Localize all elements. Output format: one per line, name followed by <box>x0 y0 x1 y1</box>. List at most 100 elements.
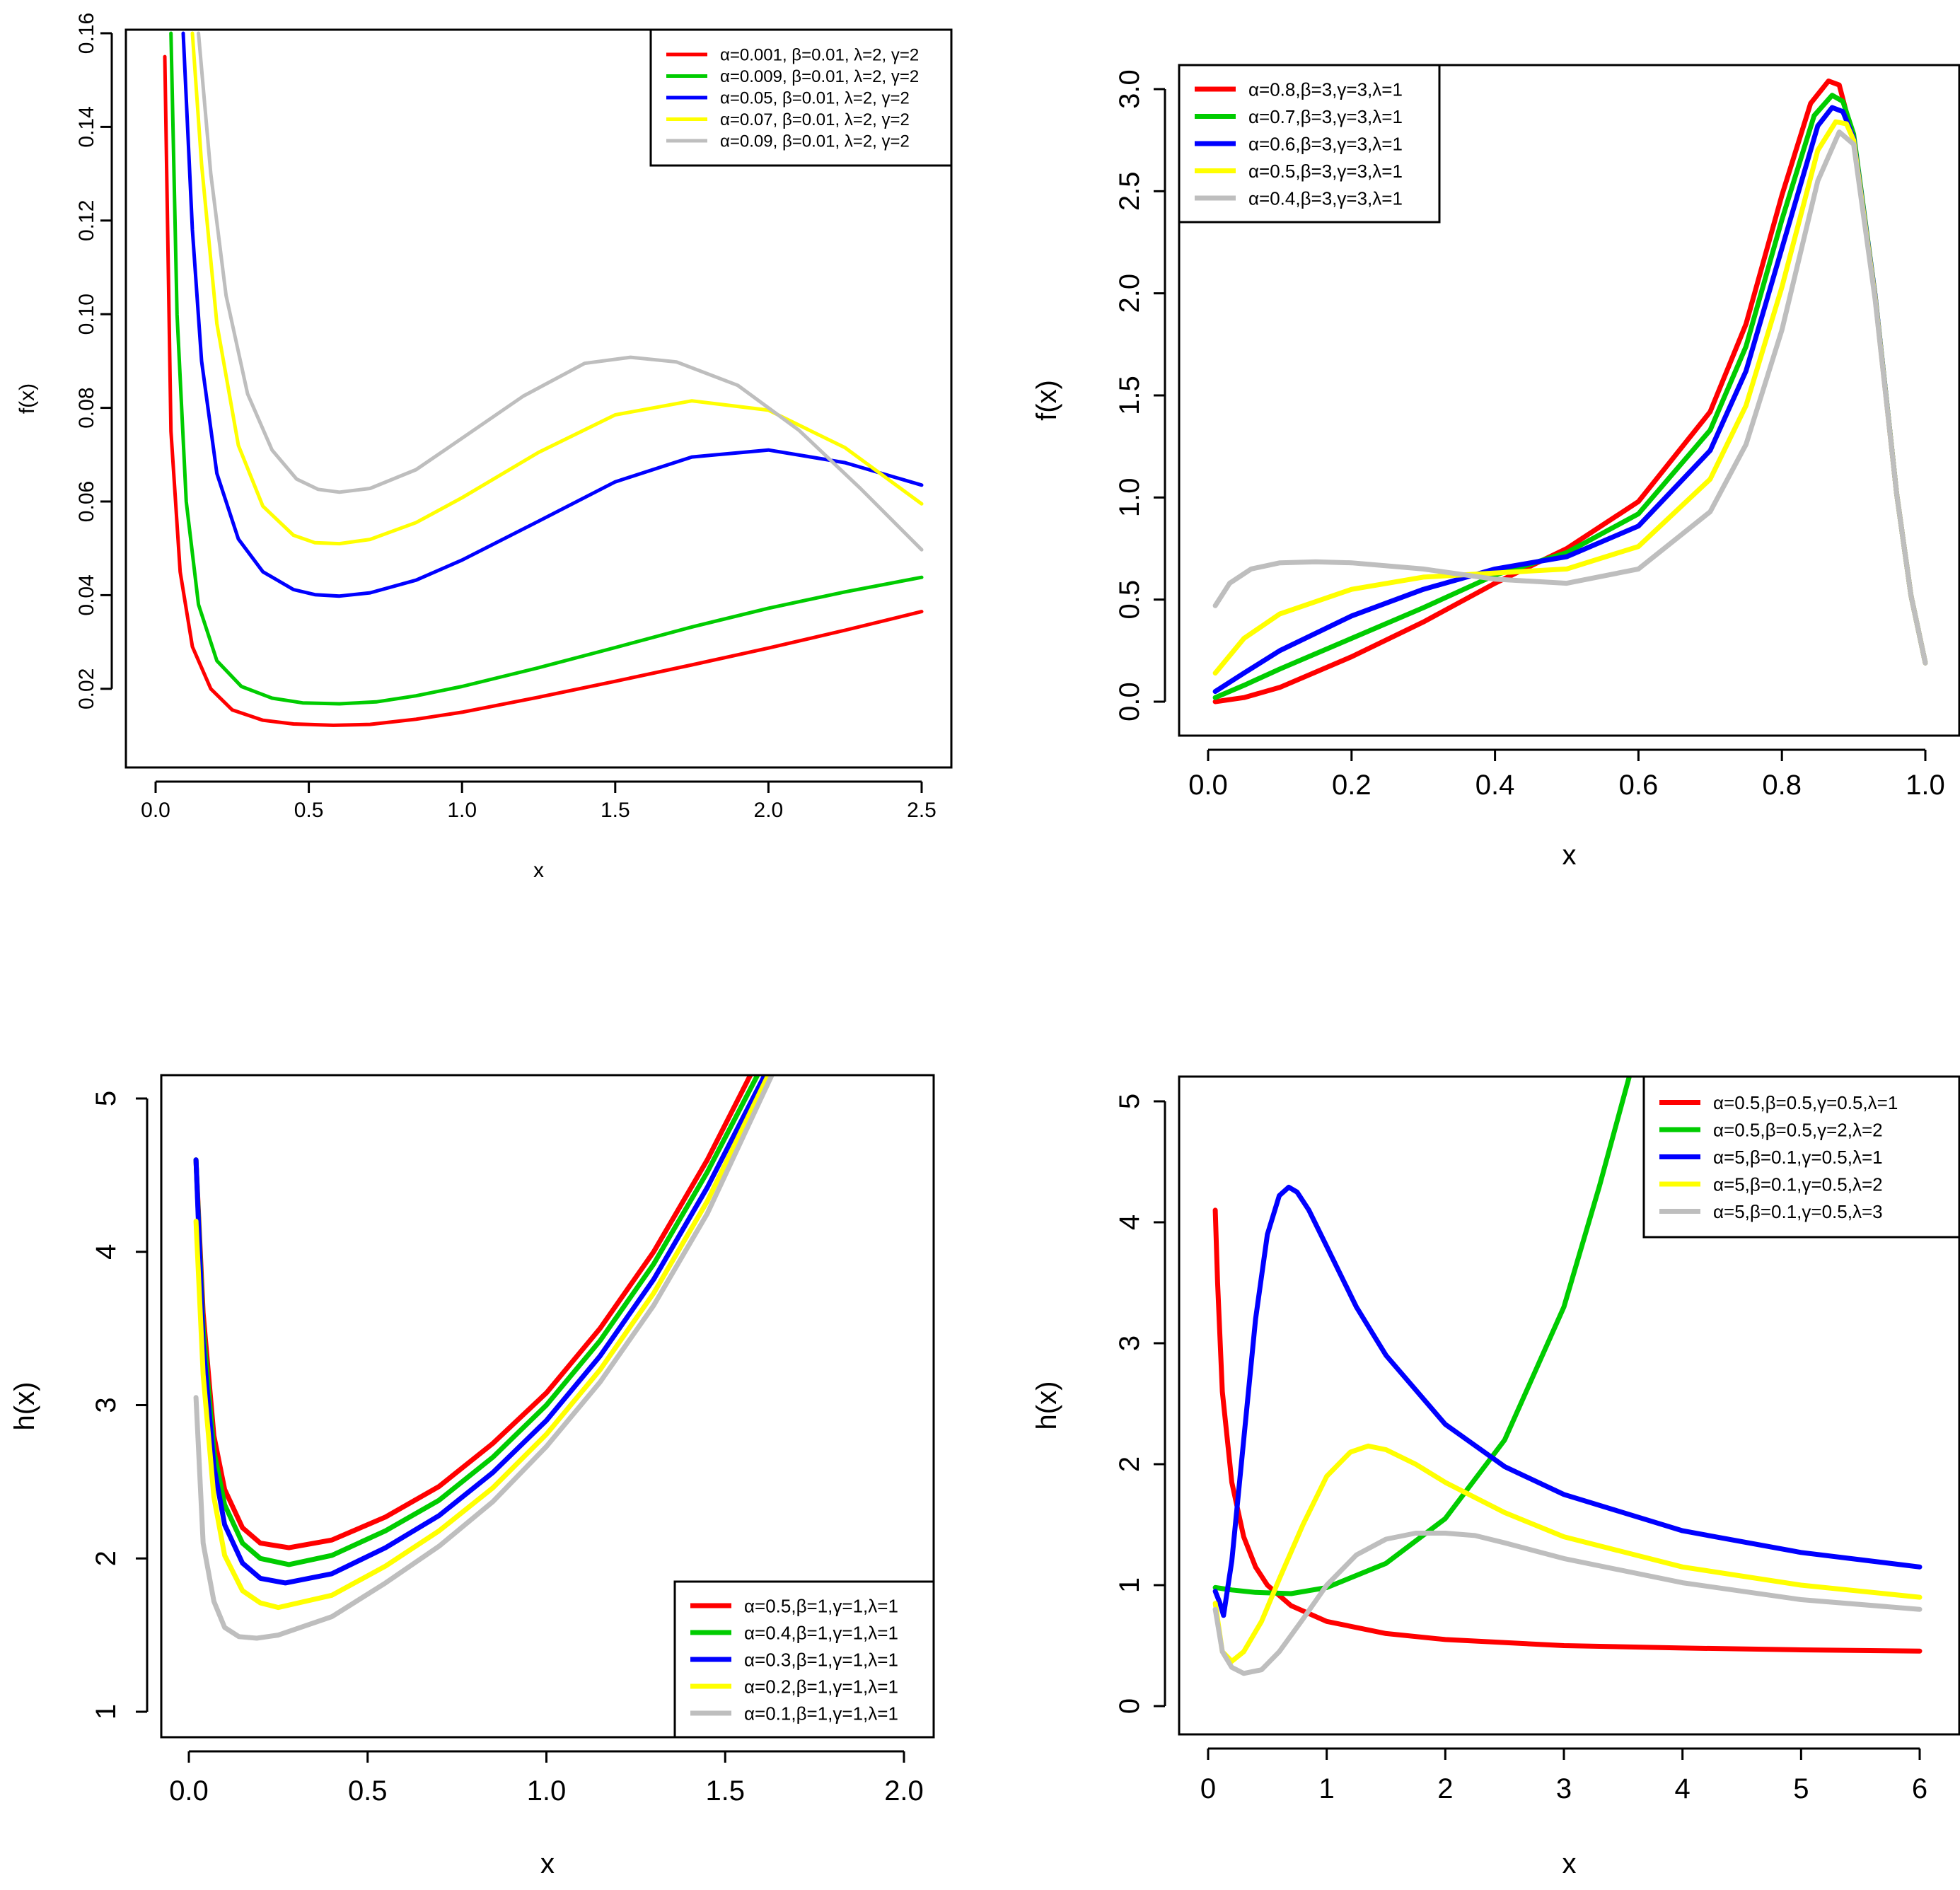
density-b-y-tick-label: 1.5 <box>1114 376 1145 415</box>
density-b-x-axis-title: x <box>1562 840 1577 871</box>
density-b-y-tick-label: 0.5 <box>1114 580 1145 620</box>
hazard-a-x-tick-label: 1.0 <box>527 1775 567 1807</box>
hazard-a-y-tick-label: 1 <box>91 1704 122 1720</box>
density-b-x-tick-label: 0.8 <box>1762 770 1802 801</box>
hazard-a-legend-label-4: α=0.2,β=1,γ=1,λ=1 <box>744 1676 898 1697</box>
hazard-a-legend-label-3: α=0.3,β=1,γ=1,λ=1 <box>744 1649 898 1670</box>
hazard-a-series-line-1 <box>193 1075 753 1550</box>
density-b-y-tick-label: 0.0 <box>1114 682 1145 721</box>
density-b-plot-frame <box>1178 64 1960 737</box>
density-a-y-tick-label: 0.10 <box>75 294 98 335</box>
hazard-b-legend-label-2: α=0.5,β=0.5,γ=2,λ=2 <box>1713 1119 1883 1140</box>
hazard-b-x-tick-label: 1 <box>1319 1773 1335 1804</box>
density-a-legend: α=0.001, β=0.01, λ=2, γ=2 α=0.009, β=0.01… <box>649 28 953 167</box>
panel-hazard-plot-b: 0 1 2 3 4 5 6012345xh(x)α=0.5,β=0.5,γ=0.5,λ=1α… <box>1031 1075 1960 1879</box>
hazard-a-x-tick-label: 2.0 <box>884 1775 924 1807</box>
hazard-b-y-tick-label: 5 <box>1114 1094 1145 1109</box>
density-a-x-tick-label: 1.5 <box>601 799 630 822</box>
density-a-legend-label-1: α=0.001, β=0.01, λ=2, γ=2 <box>720 46 919 65</box>
density-b-x-tick-label: 0.4 <box>1475 770 1515 801</box>
density-a-x-tick-label: 2.5 <box>907 799 936 822</box>
hazard-a-x-tick-label: 1.5 <box>705 1775 745 1807</box>
density-a-y-tick-label: 0.16 <box>75 13 98 54</box>
density-b-legend-label-2: α=0.7,β=3,γ=3,λ=1 <box>1248 106 1403 127</box>
hazard-a-x-tick-label: 0.0 <box>169 1775 209 1807</box>
hazard-a-y-tick-label: 2 <box>91 1550 122 1566</box>
hazard-b-x-tick-label: 4 <box>1675 1773 1691 1804</box>
hazard-b-y-tick-label: 1 <box>1114 1577 1145 1593</box>
density-a-x-tick-label: 0.0 <box>141 799 170 822</box>
density-b-legend-label-5: α=0.4,β=3,γ=3,λ=1 <box>1248 187 1403 209</box>
hazard-a-x-tick-label: 0.5 <box>348 1775 388 1807</box>
hazard-a-legend-label-2: α=0.4,β=1,γ=1,λ=1 <box>744 1622 898 1643</box>
hazard-b-x-tick-label: 0 <box>1200 1773 1216 1804</box>
density-a-legend-label-3: α=0.05, β=0.01, λ=2, γ=2 <box>720 89 910 108</box>
panel-density-plot-b: 0.0 0.2 0.4 0.6 0.8 1.0 0.0 0.5 1.0 1.5 2.0 2.5 3.0 x… <box>1031 64 1960 871</box>
density-a-series-line-1 <box>163 54 924 727</box>
density-a-y-tick-label: 0.12 <box>75 200 98 241</box>
density-a-x-tick-label: 2.0 <box>754 799 784 822</box>
density-a-series-line-2 <box>169 31 924 706</box>
density-b-legend-label-4: α=0.5,β=3,γ=3,λ=1 <box>1248 161 1403 182</box>
hazard-b-legend-label-4: α=5,β=0.1,γ=0.5,λ=2 <box>1713 1173 1883 1195</box>
panel-density-plot-a: 0.0 0.5 1.0 1.5 2.0 2.5 0.02 0.04 0.06 0.08 0.10 0.… <box>16 13 953 882</box>
hazard-b-legend: α=0.5,β=0.5,γ=0.5,λ=1 α=0.5,β=0.5,γ=2,λ=2… <box>1642 1075 1960 1239</box>
hazard-a-y-tick-label: 3 <box>91 1397 122 1413</box>
density-b-y-tick-label: 2.5 <box>1114 172 1145 211</box>
density-b-legend-label-3: α=0.6,β=3,γ=3,λ=1 <box>1248 133 1403 154</box>
hazard-b-series-line-2 <box>1212 1077 1632 1596</box>
hazard-a-legend-label-5: α=0.1,β=1,γ=1,λ=1 <box>744 1703 898 1724</box>
hazard-b-series-line-3 <box>1212 1184 1923 1618</box>
hazard-b-series-line-4 <box>1212 1443 1923 1664</box>
density-a-y-tick-label: 0.08 <box>75 387 98 428</box>
hazard-a-series-line-4 <box>193 1075 771 1611</box>
hazard-b-legend-label-3: α=5,β=0.1,γ=0.5,λ=1 <box>1713 1147 1883 1168</box>
hazard-b-x-tick-label: 5 <box>1793 1773 1809 1804</box>
density-b-series-line-5 <box>1212 129 1928 666</box>
hazard-b-x-tick-label: 2 <box>1437 1773 1453 1804</box>
hazard-b-y-tick-label: 0 <box>1114 1698 1145 1714</box>
density-b-legend-label-1: α=0.8,β=3,γ=3,λ=1 <box>1248 79 1403 100</box>
density-a-x-tick-label: 1.0 <box>447 799 477 822</box>
density-b-y-tick-label: 1.0 <box>1114 478 1145 518</box>
hazard-b-y-axis-title: h(x) <box>1031 1381 1062 1430</box>
density-b-y-tick-label: 2.0 <box>1114 274 1145 313</box>
density-a-series-line-4 <box>190 31 924 546</box>
hazard-a-series-line-5 <box>193 1075 775 1641</box>
hazard-b-series-line-1 <box>1212 1207 1923 1654</box>
hazard-b-plot-frame <box>1178 1075 1960 1736</box>
hazard-b-y-tick-label: 2 <box>1114 1456 1145 1472</box>
hazard-a-plot-frame <box>160 1074 935 1739</box>
hazard-a-series-group <box>193 1075 775 1641</box>
density-a-y-tick-label: 0.02 <box>75 668 98 709</box>
density-a-legend-label-5: α=0.09, β=0.01, λ=2, γ=2 <box>720 132 910 151</box>
density-a-y-tick-label: 0.14 <box>75 106 98 147</box>
density-a-x-tick-label: 0.5 <box>294 799 324 822</box>
hazard-b-y-tick-label: 4 <box>1114 1214 1145 1230</box>
density-b-series-group <box>1212 79 1928 705</box>
hazard-a-y-axis-title: h(x) <box>9 1382 40 1431</box>
density-b-x-tick-label: 0.2 <box>1332 770 1372 801</box>
density-b-y-tick-label: 3.0 <box>1114 69 1145 109</box>
density-a-legend-label-2: α=0.009, β=0.01, λ=2, γ=2 <box>720 67 919 86</box>
hazard-a-series-line-2 <box>193 1075 760 1567</box>
density-b-y-axis-title: f(x) <box>1031 380 1062 421</box>
hazard-b-legend-label-1: α=0.5,β=0.5,γ=0.5,λ=1 <box>1713 1092 1898 1113</box>
hazard-b-series-group <box>1212 1077 1923 1676</box>
hazard-a-legend: α=0.5,β=1,γ=1,λ=1 α=0.4,β=1,γ=1,λ=1 α=0.3,… <box>673 1580 935 1739</box>
hazard-b-x-axis-title: x <box>1562 1848 1577 1879</box>
density-a-y-tick-label: 0.06 <box>75 481 98 522</box>
hazard-a-y-tick-label: 5 <box>91 1091 122 1106</box>
density-b-x-tick-label: 0.6 <box>1619 770 1659 801</box>
hazard-b-series-line-5 <box>1212 1531 1923 1676</box>
density-a-series-line-5 <box>197 31 924 552</box>
density-a-x-axis-title: x <box>533 859 544 882</box>
hazard-a-x-axis-title: x <box>540 1848 555 1879</box>
hazard-a-legend-label-1: α=0.5,β=1,γ=1,λ=1 <box>744 1595 898 1616</box>
panel-hazard-plot-a: 0.0 0.5 1.0 1.5 2.0 1 2 3 4 5 x h(x) α=0.5,β=1,γ=1,λ… <box>9 1074 935 1879</box>
density-a-series-line-3 <box>181 31 924 598</box>
hazard-a-series-line-3 <box>193 1075 767 1586</box>
hazard-a-y-tick-label: 4 <box>91 1244 122 1260</box>
density-a-legend-label-4: α=0.07, β=0.01, λ=2, γ=2 <box>720 110 910 129</box>
